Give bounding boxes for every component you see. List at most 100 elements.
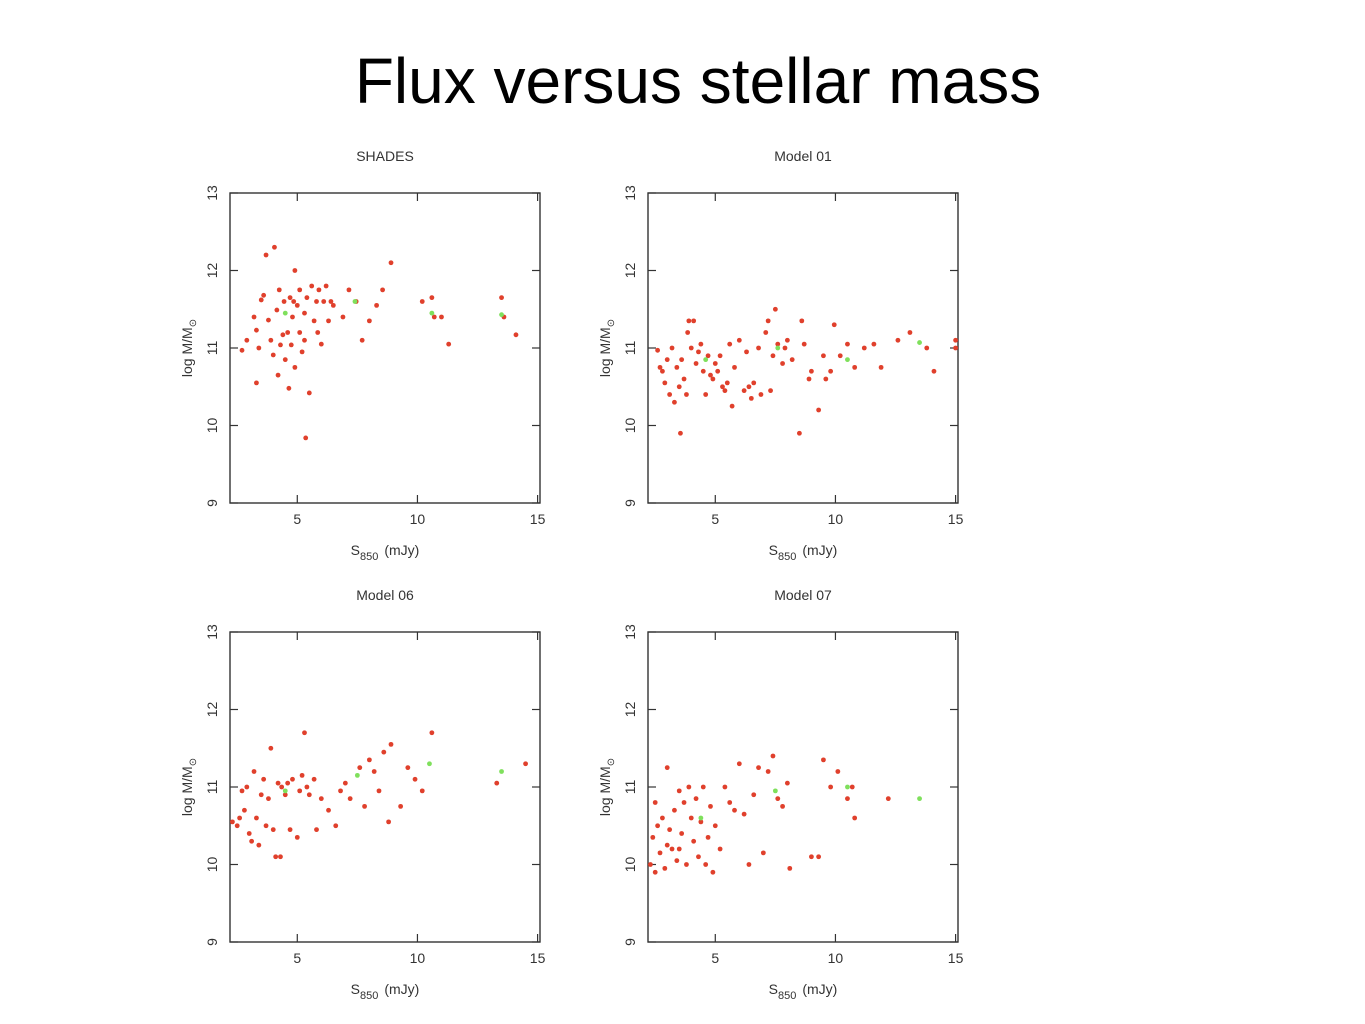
data-point xyxy=(708,803,713,809)
data-point xyxy=(292,268,298,273)
x-tick-label: 5 xyxy=(711,511,719,527)
data-point xyxy=(705,353,711,359)
data-point xyxy=(254,327,259,333)
data-point xyxy=(672,399,677,405)
data-point xyxy=(254,380,259,386)
data-point xyxy=(703,392,709,397)
data-point xyxy=(852,364,858,370)
data-point xyxy=(263,823,269,829)
data-point xyxy=(685,330,691,335)
data-point xyxy=(664,842,670,848)
data-point xyxy=(784,337,790,343)
x-tick-label: 15 xyxy=(948,950,964,966)
data-point xyxy=(270,352,276,358)
data-point xyxy=(318,796,324,802)
data-point xyxy=(845,341,850,347)
data-point xyxy=(828,368,834,374)
y-label-main: log M/M xyxy=(179,327,195,377)
data-point xyxy=(270,827,276,833)
data-point xyxy=(672,807,677,813)
data-point xyxy=(294,834,300,840)
data-point xyxy=(760,850,766,856)
data-point xyxy=(328,299,334,304)
data-point xyxy=(412,776,418,782)
y-label-sub: ⊙ xyxy=(188,758,199,766)
data-point xyxy=(681,376,687,382)
data-point xyxy=(780,361,785,366)
data-point xyxy=(380,287,385,293)
data-point xyxy=(268,337,274,343)
data-point xyxy=(268,745,274,751)
data-point xyxy=(655,823,661,829)
data-point xyxy=(439,314,444,320)
data-point xyxy=(837,353,843,359)
data-point xyxy=(686,784,692,790)
data-point xyxy=(845,796,850,802)
data-point xyxy=(273,854,279,860)
data-point xyxy=(272,244,277,250)
data-point xyxy=(352,299,358,304)
data-point xyxy=(286,385,292,391)
data-point xyxy=(917,340,922,345)
y-label-sub: ⊙ xyxy=(188,319,199,327)
data-point xyxy=(311,318,317,324)
data-point xyxy=(775,345,781,351)
data-point xyxy=(831,322,837,328)
data-point xyxy=(686,318,692,324)
data-point xyxy=(924,345,930,351)
x-label-sub: 850 xyxy=(360,990,378,1002)
y-axis-label: log M/M⊙ xyxy=(179,319,199,377)
panel-title: Model 01 xyxy=(774,148,832,164)
data-point xyxy=(499,769,504,774)
data-point xyxy=(657,364,663,370)
y-tick-label: 13 xyxy=(204,624,220,640)
data-point xyxy=(376,788,382,794)
data-point xyxy=(282,792,288,798)
data-point xyxy=(280,332,286,338)
data-point xyxy=(323,283,329,289)
y-axis-label: log M/M⊙ xyxy=(597,758,617,816)
x-label-main: S xyxy=(351,981,360,997)
data-point xyxy=(700,368,706,374)
x-label-unit: (mJy) xyxy=(384,542,419,558)
data-point xyxy=(429,295,435,301)
data-point xyxy=(306,792,312,798)
data-point xyxy=(371,769,377,774)
data-point xyxy=(765,769,771,774)
data-point xyxy=(282,788,288,794)
data-point xyxy=(297,788,303,794)
axis-box xyxy=(229,192,541,504)
data-point xyxy=(279,784,285,790)
data-point xyxy=(845,784,850,790)
data-point xyxy=(419,299,425,304)
data-point xyxy=(251,314,257,320)
data-point xyxy=(688,345,694,351)
data-point xyxy=(237,815,243,821)
data-point xyxy=(679,831,685,836)
y-tick-label: 10 xyxy=(622,418,638,434)
data-point xyxy=(274,307,280,313)
x-label-unit: (mJy) xyxy=(384,981,419,997)
x-label-sub: 850 xyxy=(778,990,796,1002)
y-tick-label: 12 xyxy=(622,263,638,279)
data-point xyxy=(359,337,365,343)
data-point xyxy=(362,803,367,809)
data-point xyxy=(285,330,291,335)
data-point xyxy=(664,765,670,771)
data-point xyxy=(321,299,327,304)
data-point xyxy=(703,357,709,363)
data-point xyxy=(291,299,297,304)
data-point xyxy=(823,376,829,382)
data-point xyxy=(698,341,704,347)
data-point xyxy=(275,780,281,786)
data-point xyxy=(340,314,346,320)
data-point xyxy=(917,796,922,802)
data-point xyxy=(333,823,339,829)
data-point xyxy=(294,302,300,308)
y-tick-label: 9 xyxy=(622,938,638,946)
data-point xyxy=(287,827,293,833)
data-point xyxy=(676,384,682,390)
data-point xyxy=(429,310,435,316)
data-point xyxy=(304,295,310,301)
data-point xyxy=(722,784,728,790)
